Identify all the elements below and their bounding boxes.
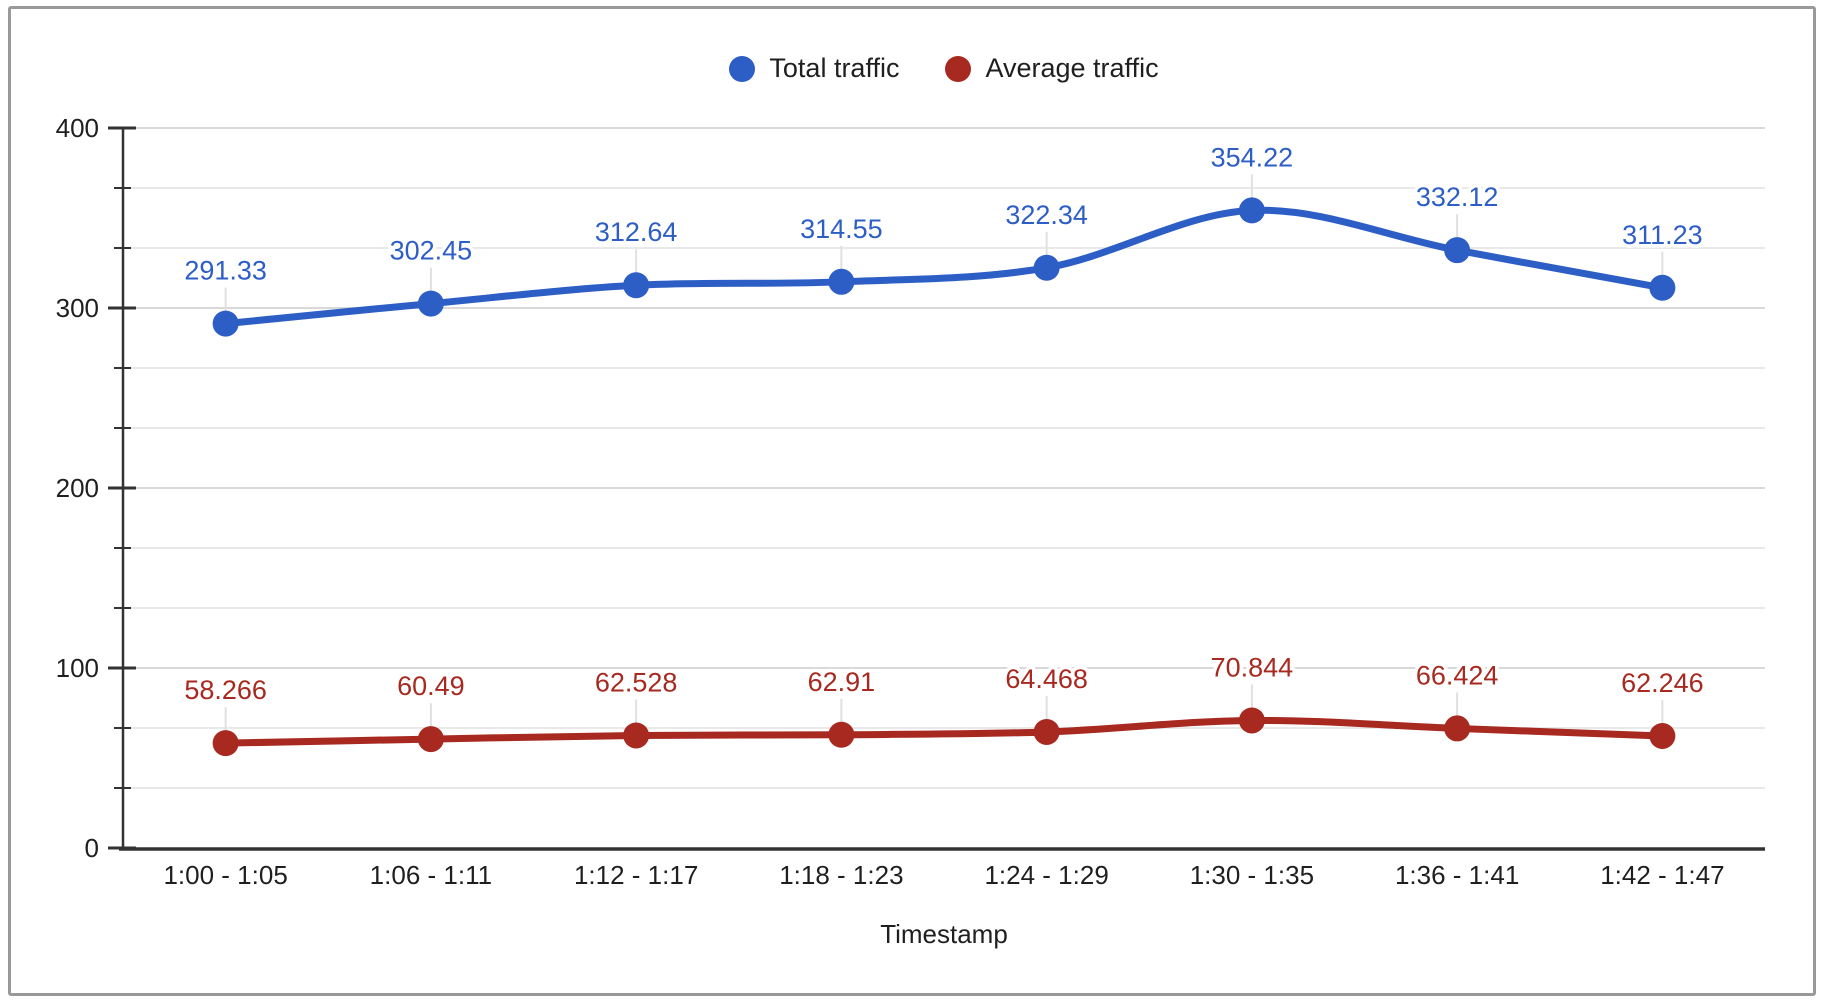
data-label: 312.64 [595,217,678,247]
data-point[interactable] [1649,274,1676,301]
y-tick-label: 0 [85,833,99,863]
data-label: 314.55 [800,214,883,244]
data-point[interactable] [1444,237,1471,264]
data-point[interactable] [212,310,239,337]
data-label: 58.266 [184,675,267,705]
y-tick-label: 400 [56,113,99,143]
data-label: 60.49 [397,671,465,701]
data-label: 62.528 [595,667,678,697]
data-label: 62.246 [1621,668,1704,698]
data-point[interactable] [417,726,444,753]
y-tick-label: 200 [56,473,99,503]
legend-label-average-traffic: Average traffic [985,53,1159,83]
data-label: 354.22 [1211,142,1294,172]
data-label: 302.45 [390,236,473,266]
data-point[interactable] [1649,722,1676,749]
x-tick-label: 1:00 - 1:05 [163,860,287,890]
data-point[interactable] [1238,707,1265,734]
chart-legend: Total traffic Average traffic [123,53,1765,84]
data-point[interactable] [623,272,650,299]
series-line-total-traffic [222,206,1666,328]
x-tick-label: 1:18 - 1:23 [779,860,903,890]
data-point[interactable] [1033,718,1060,745]
data-point[interactable] [1444,715,1471,742]
data-label: 64.468 [1005,664,1088,694]
x-tick-label: 1:24 - 1:29 [984,860,1108,890]
series-line-average-traffic [222,716,1666,747]
data-label: 311.23 [1622,220,1703,250]
x-tick-label: 1:42 - 1:47 [1600,860,1724,890]
legend-label-total-traffic: Total traffic [769,53,900,83]
data-label: 66.424 [1416,660,1499,690]
x-tick-label: 1:30 - 1:35 [1190,860,1314,890]
data-label: 332.12 [1416,182,1499,212]
x-axis-title: Timestamp [880,919,1008,949]
data-label: 70.844 [1211,652,1294,682]
legend-item-average-traffic[interactable]: Average traffic [945,53,1159,84]
legend-dot-total-traffic-icon [729,55,756,82]
data-label: 322.34 [1005,200,1088,230]
data-point[interactable] [212,730,239,757]
legend-dot-average-traffic-icon [945,55,972,82]
data-point[interactable] [417,290,444,317]
data-point[interactable] [623,722,650,749]
x-tick-label: 1:06 - 1:11 [370,860,492,890]
data-label: 291.33 [184,256,267,286]
y-tick-label: 100 [56,653,99,683]
data-point[interactable] [828,721,855,748]
data-point[interactable] [1033,254,1060,281]
data-label: 62.91 [808,667,876,697]
legend-item-total-traffic[interactable]: Total traffic [729,53,899,84]
x-tick-label: 1:36 - 1:41 [1395,860,1519,890]
data-point[interactable] [828,268,855,295]
x-tick-label: 1:12 - 1:17 [574,860,698,890]
y-tick-label: 300 [56,293,99,323]
data-point[interactable] [1238,197,1265,224]
